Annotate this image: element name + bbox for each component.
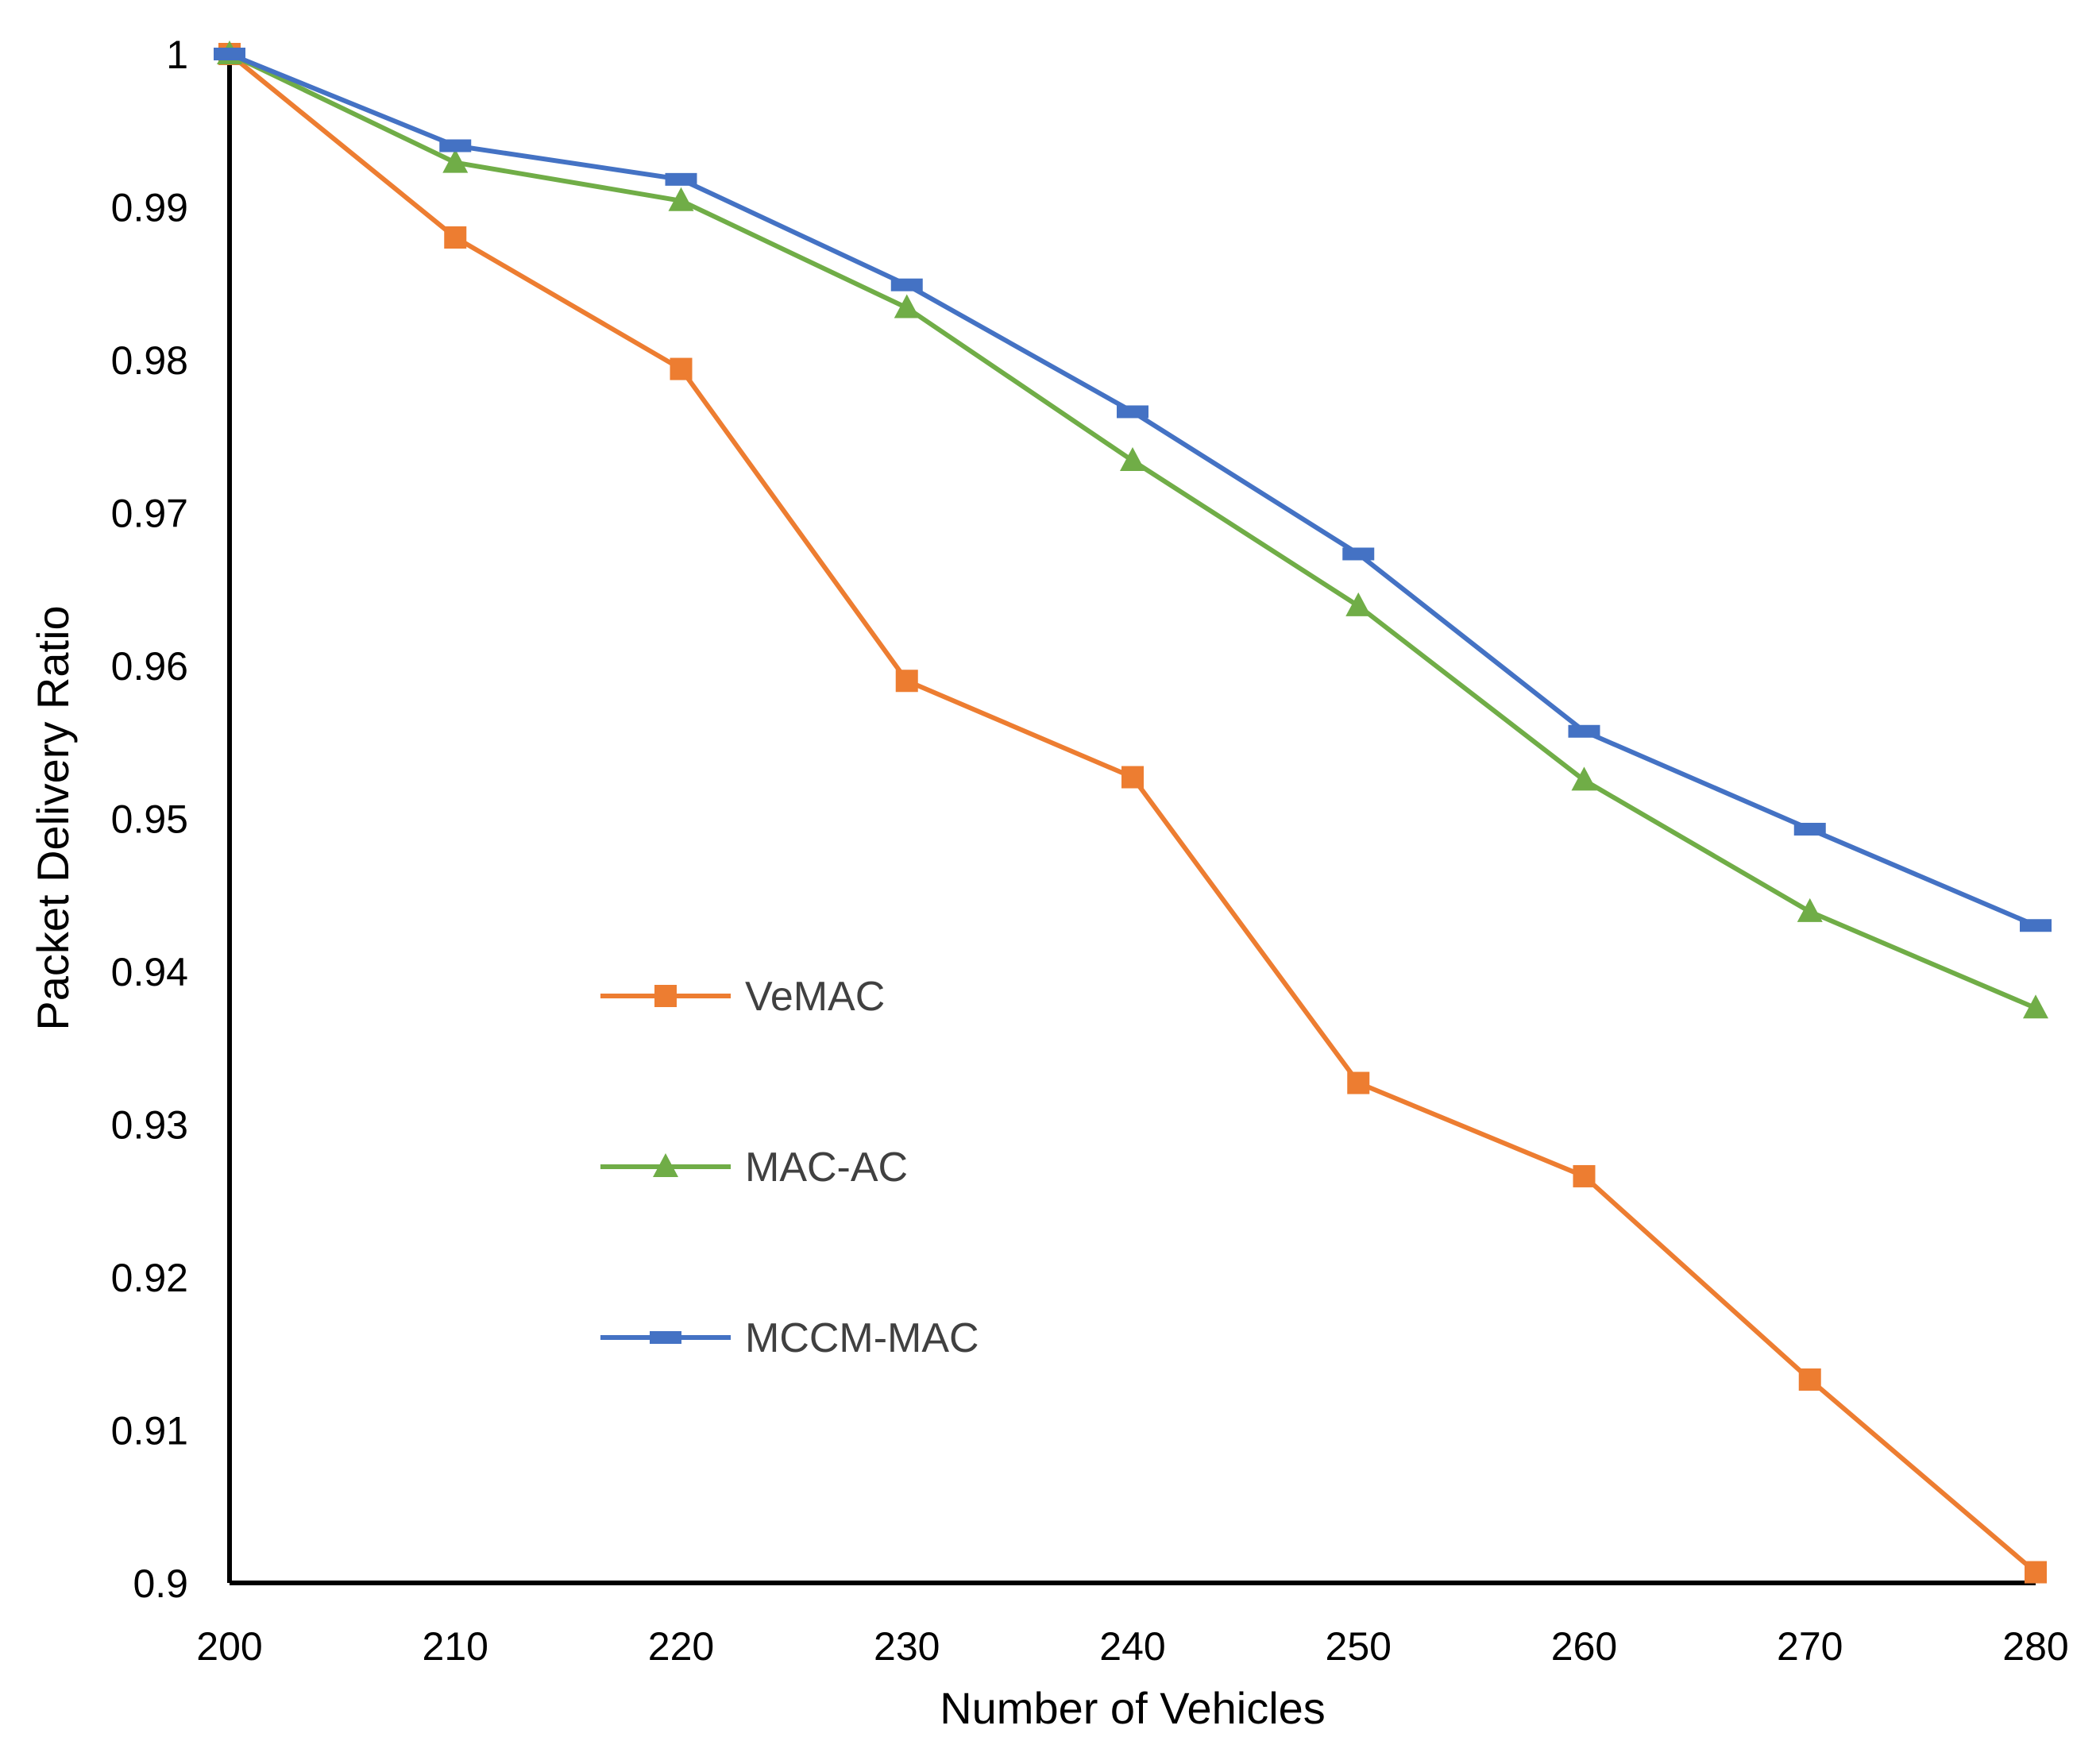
y-tick-label: 0.99 — [111, 186, 188, 230]
data-point — [214, 48, 245, 60]
series-vemac — [218, 43, 2047, 1584]
data-point — [2020, 919, 2052, 932]
data-point — [442, 149, 469, 173]
data-point — [1798, 1368, 1821, 1391]
legend-item: VeMAC — [600, 974, 885, 1020]
data-point — [1568, 724, 1600, 738]
data-point — [1121, 766, 1144, 789]
y-tick-label: 0.97 — [111, 492, 188, 536]
x-tick-label: 280 — [2002, 1624, 2068, 1669]
series-line — [227, 52, 2038, 1011]
data-point — [1797, 897, 1823, 922]
data-point — [1120, 447, 1145, 472]
x-tick-label: 220 — [648, 1624, 714, 1669]
data-point — [2025, 1561, 2047, 1584]
legend-marker — [653, 1153, 678, 1177]
axes-layer: 0.9 0.91 0.92 0.93 0.94 0.95 0.96 0.97 0.98 0.99 1… — [111, 33, 2069, 1669]
data-point — [890, 278, 923, 291]
y-tick-label: 0.98 — [111, 338, 188, 383]
series-line — [227, 52, 2038, 928]
y-tick-label: 0.95 — [111, 797, 188, 842]
data-point — [444, 226, 467, 249]
legend: VeMAC MAC-AC MCCM-MAC — [600, 974, 979, 1361]
x-tick-label: 200 — [196, 1624, 262, 1669]
series-mccm-mac — [214, 48, 2052, 932]
data-point — [1573, 1164, 1596, 1187]
x-axis-title: Number of Vehicles — [940, 1683, 1326, 1733]
x-tick-label: 250 — [1326, 1624, 1392, 1669]
y-tick-label: 0.92 — [111, 1256, 188, 1300]
legend-item: MAC-AC — [600, 1144, 908, 1191]
y-tick-label: 1 — [166, 33, 188, 77]
data-point — [1117, 405, 1148, 419]
y-tick-label: 0.9 — [133, 1561, 188, 1606]
data-point — [665, 172, 697, 186]
x-tick-label: 270 — [1777, 1624, 1843, 1669]
data-point — [894, 294, 920, 318]
data-point — [2023, 994, 2048, 1019]
data-point — [1342, 547, 1375, 561]
series-layer — [214, 41, 2052, 1584]
data-point — [1571, 766, 1597, 791]
series-mac-ac — [217, 41, 2048, 1019]
labels-layer: Number of Vehicles Packet Delivery Ratio — [28, 605, 1326, 1733]
legend-marker — [654, 985, 677, 1007]
data-point — [670, 357, 693, 380]
legend-label: VeMAC — [745, 974, 885, 1020]
data-point — [1347, 1071, 1370, 1094]
y-tick-label: 0.94 — [111, 950, 188, 994]
x-tick-label: 230 — [874, 1624, 940, 1669]
legend-label: MCCM-MAC — [745, 1315, 979, 1361]
legend-marker — [650, 1331, 681, 1344]
y-tick-label: 0.96 — [111, 644, 188, 689]
x-tick-label: 260 — [1551, 1624, 1617, 1669]
series-line — [227, 52, 2038, 1575]
legend-item: MCCM-MAC — [600, 1315, 979, 1361]
y-axis-title: Packet Delivery Ratio — [28, 605, 78, 1030]
data-point — [1345, 592, 1372, 616]
x-tick-label: 210 — [423, 1624, 488, 1669]
y-tick-label: 0.91 — [111, 1409, 188, 1453]
y-tick-label: 0.93 — [111, 1103, 188, 1148]
x-tick-label: 240 — [1099, 1624, 1165, 1669]
legend-label: MAC-AC — [745, 1144, 908, 1191]
data-point — [439, 139, 472, 152]
data-point — [895, 670, 918, 693]
data-point — [1793, 822, 1826, 836]
data-point — [668, 187, 694, 211]
